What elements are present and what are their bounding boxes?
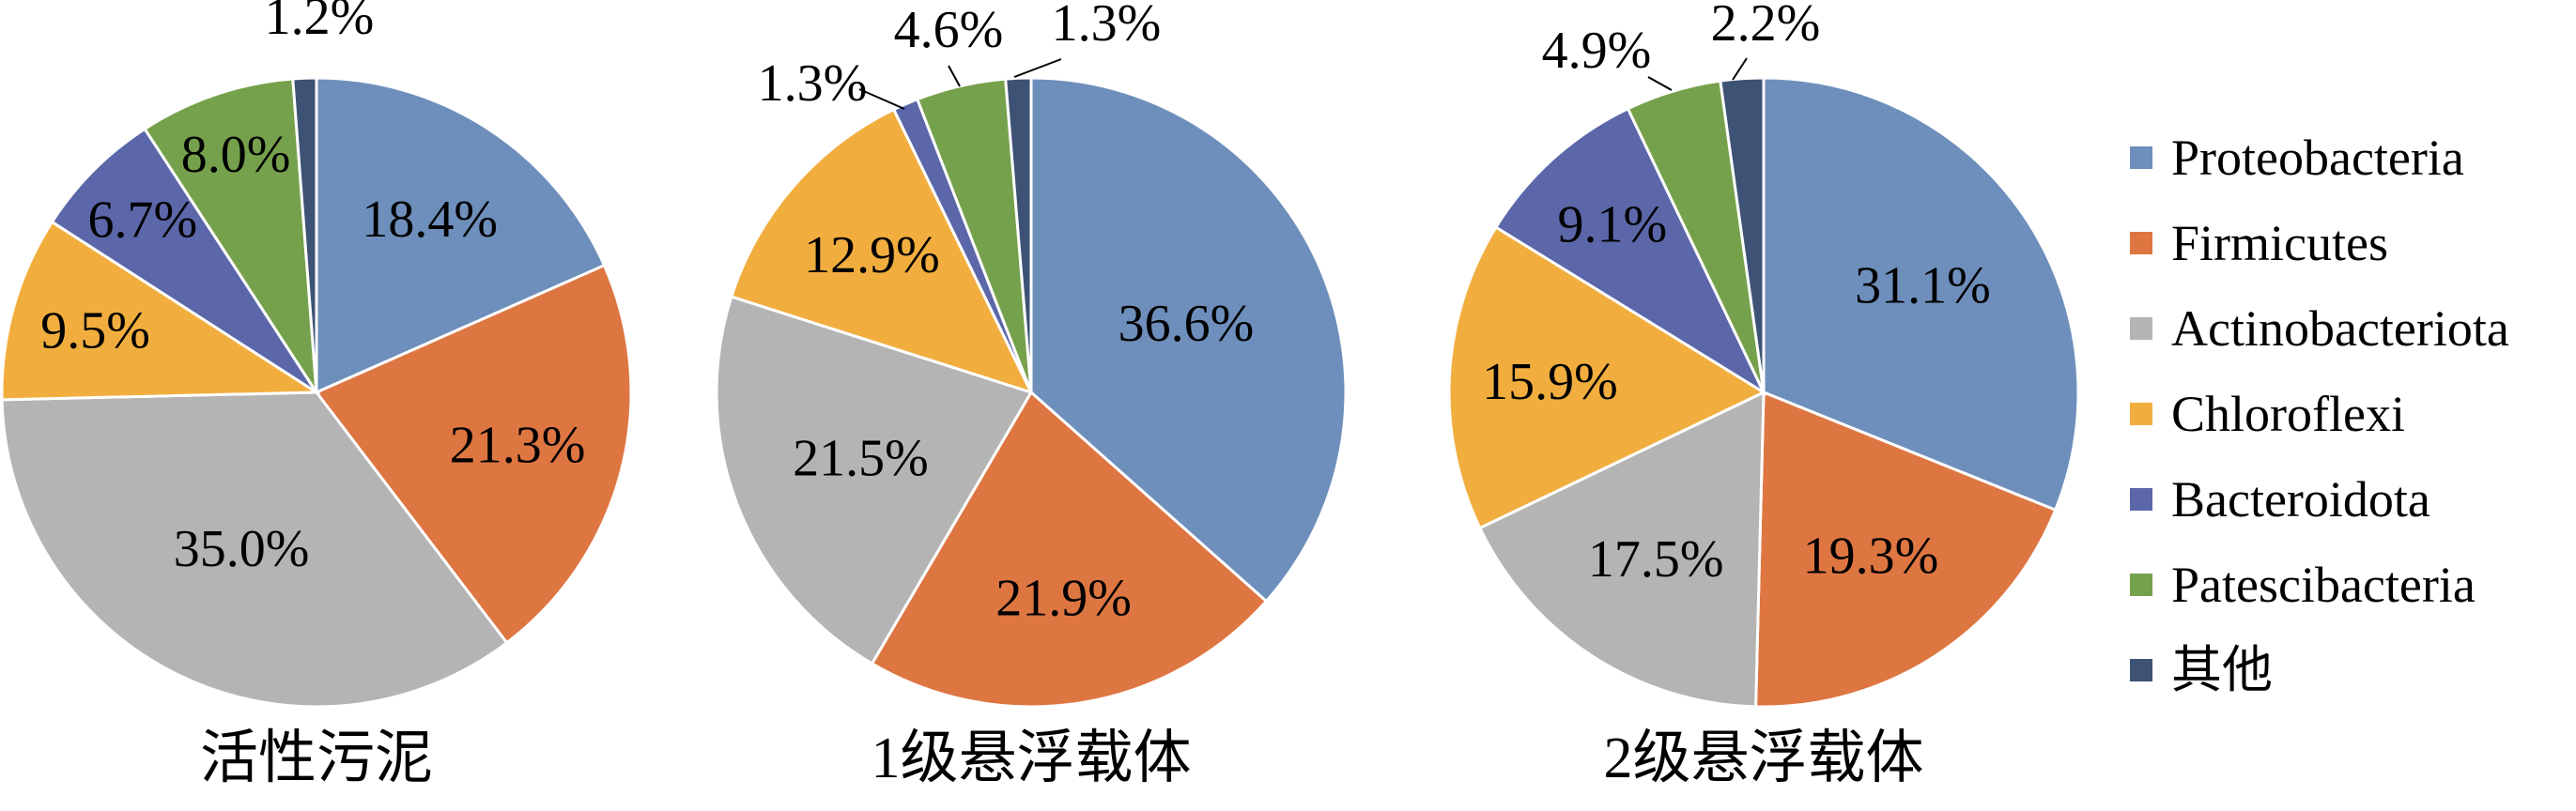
legend-label: Proteobacteria — [2171, 130, 2464, 186]
legend-swatch — [2130, 574, 2152, 596]
data-label: 19.3% — [1803, 528, 1939, 586]
pie-caption: 2级悬浮载体 — [1603, 727, 1923, 790]
pie-slice-firmicutes — [314, 263, 633, 645]
pie-2: 36.6% 21.9% 21.5% 12.9% 1.3% 4.6% 1.3% 1级悬浮载体 — [715, 0, 1348, 790]
legend-swatch — [2130, 488, 2152, 511]
pie-1: 18.4% 21.3% 35.0% 9.5% 6.7% 8.0% 1.2% 活性污泥 — [0, 0, 633, 790]
legend-item: 其他 — [2130, 642, 2273, 698]
pie-slice-其他 — [291, 76, 318, 393]
pie-slice-proteobacteria — [1029, 76, 1348, 604]
leader-line — [1647, 76, 1673, 91]
leader-line — [948, 65, 961, 87]
pie-slice-chloroflexi — [1447, 225, 1767, 530]
pie-slice-actinobacteriota — [1477, 390, 1766, 709]
legend-label: Bacteroidota — [2171, 471, 2430, 528]
legend-swatch — [2130, 232, 2152, 254]
pie-slice-patescibacteria — [143, 77, 318, 393]
pie-slice-firmicutes — [870, 390, 1269, 709]
data-label: 2.2% — [1711, 0, 1821, 53]
pie-slice-proteobacteria — [315, 76, 607, 395]
data-label: 6.7% — [87, 191, 197, 250]
legend-item: Chloroflexi — [2130, 386, 2405, 442]
data-label: 21.3% — [450, 416, 586, 474]
data-label: 9.5% — [40, 302, 150, 360]
legend-swatch — [2130, 317, 2152, 340]
data-label: 1.2% — [265, 0, 375, 46]
legend-item: Firmicutes — [2130, 215, 2388, 271]
data-label: 4.9% — [1542, 22, 1652, 80]
data-label: 9.1% — [1557, 196, 1667, 254]
legend: Proteobacteria Firmicutes Actinobacteriota… — [2130, 130, 2509, 698]
legend-item: Proteobacteria — [2130, 130, 2464, 186]
data-label: 8.0% — [181, 126, 291, 184]
data-label: 1.3% — [1052, 0, 1162, 53]
pie-slice-其他 — [1004, 76, 1033, 393]
data-label: 36.6% — [1118, 295, 1255, 353]
pie-slice-actinobacteriota — [0, 390, 509, 709]
pie-slice-proteobacteria — [1762, 76, 2080, 513]
legend-label: Actinobacteriota — [2171, 300, 2509, 357]
pie-slice-其他 — [1719, 76, 1766, 393]
data-label: 4.6% — [894, 1, 1004, 59]
pie-caption: 活性污泥 — [200, 727, 433, 790]
data-label: 31.1% — [1855, 257, 1991, 315]
leader-line — [858, 88, 905, 110]
leader-line — [1013, 58, 1062, 78]
data-label: 21.5% — [793, 430, 929, 488]
data-label: 1.3% — [758, 54, 868, 113]
legend-swatch — [2130, 146, 2152, 169]
legend-label: 其他 — [2171, 642, 2273, 698]
data-label: 21.9% — [995, 569, 1132, 627]
pie-slice-actinobacteriota — [715, 295, 1034, 666]
legend-label: Chloroflexi — [2171, 386, 2405, 442]
data-label: 15.9% — [1482, 353, 1618, 411]
pie-slice-chloroflexi — [0, 220, 321, 402]
data-label: 17.5% — [1588, 530, 1724, 589]
leader-line — [1732, 57, 1748, 81]
legend-item: Patescibacteria — [2130, 557, 2476, 613]
data-label: 18.4% — [362, 191, 498, 249]
pie-slice-chloroflexi — [729, 107, 1034, 395]
pie-3: 31.1% 19.3% 17.5% 15.9% 9.1% 4.9% 2.2% 2级悬浮载体 — [1447, 0, 2080, 790]
data-label: 35.0% — [174, 520, 310, 578]
pie-slice-bacteroidota — [50, 127, 318, 394]
pie-slice-firmicutes — [1754, 390, 2058, 709]
legend-item: Bacteroidota — [2130, 471, 2430, 528]
legend-item: Actinobacteriota — [2130, 300, 2509, 357]
pie-slice-bacteroidota — [1493, 106, 1767, 396]
legend-label: Firmicutes — [2171, 215, 2388, 271]
legend-swatch — [2130, 659, 2152, 681]
data-label: 12.9% — [804, 226, 940, 284]
pie-caption: 1级悬浮载体 — [871, 727, 1191, 790]
legend-swatch — [2130, 403, 2152, 425]
legend-label: Patescibacteria — [2171, 557, 2476, 613]
